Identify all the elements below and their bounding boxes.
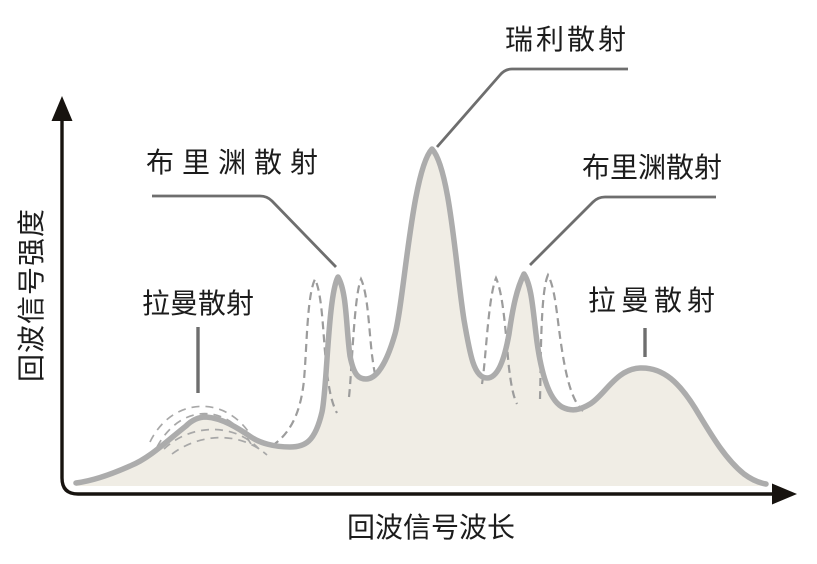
spectrum-envelope-curve [73,146,769,487]
dashed-peak-right-inner [538,272,584,412]
raman-arc-below-2 [171,436,268,456]
label-brillouin-scattering-right: 布里渊散射 [582,153,723,184]
dashed-peak-right-outer [480,275,518,405]
label-raman-scattering-left: 拉曼散射 [142,289,255,320]
label-rayleigh-scattering: 瑞利散射 [505,25,630,56]
brillouin-shifted-peaks-right [480,272,584,412]
label-brillouin-scattering-left: 布里渊散射 [146,148,327,179]
y-axis-title: 回波信号强度 [17,207,48,383]
dashed-peak-left-inner [347,276,378,398]
annotation-leader-lines [152,67,716,393]
rayleigh-leader-line [435,67,628,148]
brillouin-left-leader-line [152,194,338,268]
x-axis-title: 回波信号波长 [347,513,516,544]
label-raman-scattering-right: 拉曼散射 [588,286,721,317]
x-axis-arrowhead-icon [772,483,797,505]
raman-arc-above-1 [149,405,254,443]
axes-lines [60,104,772,496]
brillouin-right-leader-line [529,195,716,266]
y-axis-arrowhead-icon [51,96,73,121]
